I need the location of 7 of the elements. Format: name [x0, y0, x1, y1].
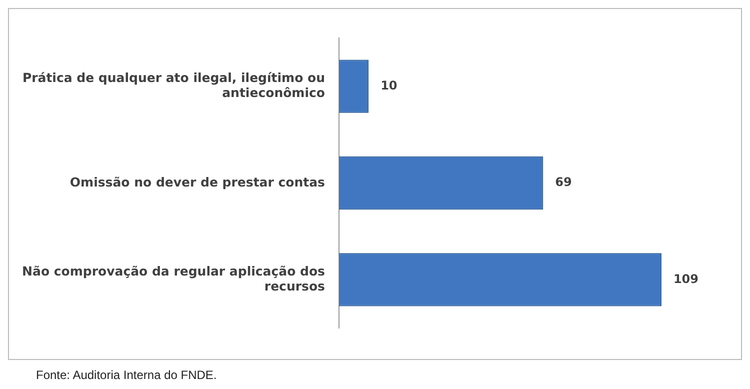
data-label: 10	[380, 78, 398, 92]
y-tick-label: Omissão no dever de prestar contas	[70, 174, 325, 190]
source-note: Fonte: Auditoria Interna do FNDE.	[36, 368, 218, 382]
y-tick-label: Prática de qualquer ato ilegal, ilegítimo ou antieconômico	[22, 70, 326, 100]
y-tick-label: Não comprovação da regular aplicação dos recursos	[22, 263, 325, 294]
data-label: 69	[555, 175, 572, 190]
data-label: 109	[673, 272, 699, 286]
